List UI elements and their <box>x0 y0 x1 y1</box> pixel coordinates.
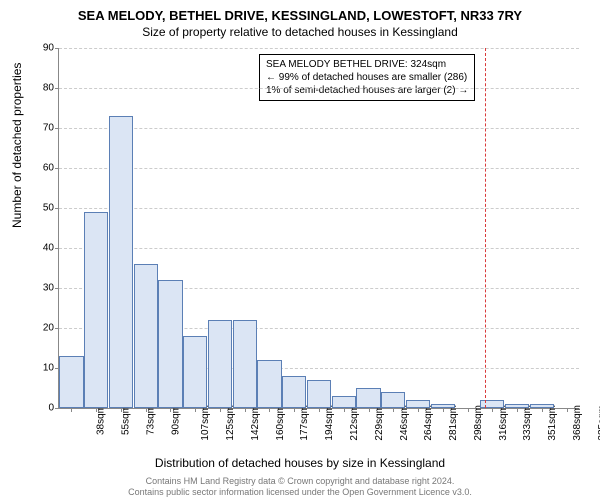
x-tick-mark <box>121 408 122 412</box>
histogram-bar <box>406 400 430 408</box>
x-tick-label: 125sqm <box>225 405 236 441</box>
x-tick-mark <box>294 408 295 412</box>
x-tick-label: 160sqm <box>275 405 286 441</box>
chart-title-sub: Size of property relative to detached ho… <box>0 23 600 39</box>
x-tick-mark <box>170 408 171 412</box>
y-tick-mark <box>55 48 59 49</box>
y-tick-label: 90 <box>29 43 54 54</box>
x-tick-label: 177sqm <box>300 405 311 441</box>
x-tick-mark <box>71 408 72 412</box>
legend-line-2: ← 99% of detached houses are smaller (28… <box>266 71 468 84</box>
x-tick-mark <box>269 408 270 412</box>
histogram-bar <box>233 320 257 408</box>
legend-line-1: SEA MELODY BETHEL DRIVE: 324sqm <box>266 58 468 71</box>
histogram-bar <box>84 212 108 408</box>
histogram-bar <box>158 280 182 408</box>
x-tick-label: 246sqm <box>399 405 410 441</box>
y-tick-label: 50 <box>29 203 54 214</box>
x-tick-mark <box>369 408 370 412</box>
y-tick-label: 20 <box>29 323 54 334</box>
x-tick-mark <box>146 408 147 412</box>
histogram-bar <box>307 380 331 408</box>
x-tick-label: 298sqm <box>473 405 484 441</box>
legend-box: SEA MELODY BETHEL DRIVE: 324sqm ← 99% of… <box>259 54 475 101</box>
y-axis-label: Number of detached properties <box>10 63 24 228</box>
x-tick-mark <box>443 408 444 412</box>
y-tick-label: 60 <box>29 163 54 174</box>
x-tick-mark <box>567 408 568 412</box>
x-tick-label: 281sqm <box>448 405 459 441</box>
y-tick-mark <box>55 248 59 249</box>
y-gridline <box>59 88 579 89</box>
y-tick-mark <box>55 168 59 169</box>
x-tick-mark <box>319 408 320 412</box>
x-tick-label: 229sqm <box>374 405 385 441</box>
x-tick-label: 194sqm <box>324 405 335 441</box>
y-gridline <box>59 128 579 129</box>
y-tick-label: 0 <box>29 403 54 414</box>
histogram-bar <box>109 116 133 408</box>
plot-area: SEA MELODY BETHEL DRIVE: 324sqm ← 99% of… <box>58 48 579 409</box>
x-tick-label: 73sqm <box>145 405 156 435</box>
x-tick-label: 38sqm <box>96 405 107 435</box>
y-tick-label: 80 <box>29 83 54 94</box>
x-tick-mark <box>245 408 246 412</box>
x-tick-label: 316sqm <box>498 405 509 441</box>
y-tick-mark <box>55 88 59 89</box>
histogram-bar <box>183 336 207 408</box>
x-tick-label: 212sqm <box>349 405 360 441</box>
y-gridline <box>59 48 579 49</box>
x-tick-label: 107sqm <box>201 405 212 441</box>
histogram-bar <box>257 360 281 408</box>
x-tick-label: 142sqm <box>250 405 261 441</box>
x-tick-label: 368sqm <box>572 405 583 441</box>
marker-line <box>485 48 486 408</box>
chart-title-main: SEA MELODY, BETHEL DRIVE, KESSINGLAND, L… <box>0 0 600 23</box>
x-tick-mark <box>418 408 419 412</box>
x-tick-label: 90sqm <box>170 405 181 435</box>
x-tick-mark <box>344 408 345 412</box>
x-tick-mark <box>492 408 493 412</box>
y-tick-mark <box>55 288 59 289</box>
y-tick-mark <box>55 208 59 209</box>
y-tick-mark <box>55 408 59 409</box>
x-tick-mark <box>468 408 469 412</box>
histogram-bar <box>282 376 306 408</box>
footer-line-2: Contains public sector information licen… <box>0 487 600 498</box>
histogram-bar <box>208 320 232 408</box>
x-tick-mark <box>195 408 196 412</box>
y-tick-mark <box>55 128 59 129</box>
x-tick-mark <box>96 408 97 412</box>
histogram-bar <box>356 388 380 408</box>
y-tick-label: 40 <box>29 243 54 254</box>
histogram-bar <box>59 356 83 408</box>
legend-line-3: 1% of semi-detached houses are larger (2… <box>266 84 468 97</box>
histogram-bar <box>381 392 405 408</box>
footer-line-1: Contains HM Land Registry data © Crown c… <box>0 476 600 487</box>
x-tick-label: 333sqm <box>522 405 533 441</box>
y-gridline <box>59 168 579 169</box>
y-tick-label: 70 <box>29 123 54 134</box>
y-tick-label: 10 <box>29 363 54 374</box>
footer: Contains HM Land Registry data © Crown c… <box>0 476 600 498</box>
y-tick-label: 30 <box>29 283 54 294</box>
x-tick-label: 55sqm <box>121 405 132 435</box>
y-gridline <box>59 208 579 209</box>
x-tick-label: 264sqm <box>423 405 434 441</box>
x-tick-mark <box>517 408 518 412</box>
chart-container: SEA MELODY, BETHEL DRIVE, KESSINGLAND, L… <box>0 0 600 500</box>
x-tick-label: 351sqm <box>547 405 558 441</box>
y-tick-mark <box>55 328 59 329</box>
x-tick-mark <box>542 408 543 412</box>
histogram-bar <box>134 264 158 408</box>
y-gridline <box>59 248 579 249</box>
histogram-bar <box>480 400 504 408</box>
x-axis-label: Distribution of detached houses by size … <box>0 456 600 470</box>
x-tick-mark <box>393 408 394 412</box>
x-tick-mark <box>220 408 221 412</box>
histogram-bar <box>332 396 356 408</box>
